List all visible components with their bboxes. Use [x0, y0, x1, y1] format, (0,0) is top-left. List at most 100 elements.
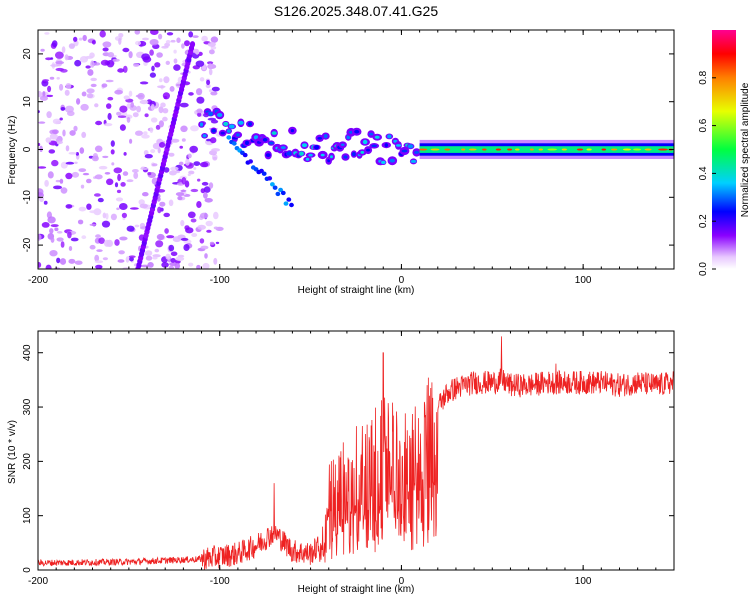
noise-blob — [49, 250, 58, 257]
track-core — [384, 143, 388, 148]
noise-blob — [211, 86, 220, 92]
noise-blob — [144, 154, 153, 159]
noise-blob — [209, 49, 215, 55]
noise-blob — [106, 103, 112, 109]
noise-blob — [165, 40, 171, 44]
noise-blob — [86, 93, 94, 99]
track-core — [238, 120, 244, 125]
noise-blob — [41, 222, 50, 228]
noise-blob — [44, 179, 49, 187]
noise-blob — [157, 85, 166, 89]
noise-blob — [159, 142, 166, 148]
track-core — [299, 151, 304, 156]
noise-blob — [110, 149, 115, 155]
band-peak — [461, 148, 466, 151]
noise-blob — [53, 185, 62, 190]
noise-blob — [65, 204, 73, 209]
noise-blob — [114, 182, 119, 188]
band-peak — [507, 148, 513, 151]
noise-blob — [99, 30, 106, 38]
noise-blob — [50, 224, 59, 228]
spectrogram-marks — [38, 30, 674, 269]
noise-blob — [129, 138, 133, 144]
noise-blob — [199, 161, 209, 168]
noise-blob — [162, 108, 169, 114]
noise-blob — [208, 89, 213, 93]
noise-blob — [38, 121, 46, 124]
noise-blob — [165, 253, 171, 260]
noise-blob — [207, 61, 214, 65]
track-core — [374, 135, 380, 139]
track-core — [354, 129, 360, 134]
noise-blob — [144, 113, 149, 118]
noise-blob — [193, 167, 197, 170]
noise-blob — [183, 244, 190, 251]
noise-blob — [213, 211, 219, 220]
noise-blob — [101, 220, 111, 228]
noise-blob — [185, 158, 190, 166]
noise-blob — [139, 203, 148, 209]
noise-blob — [95, 120, 103, 126]
noise-blob — [181, 138, 186, 142]
track-core — [290, 129, 294, 133]
noise-blob — [60, 187, 68, 194]
noise-blob — [149, 49, 154, 56]
noise-blob — [143, 150, 149, 156]
spectrogram-xtick-label: -200 — [28, 275, 48, 286]
track-core — [371, 144, 378, 148]
track-core — [248, 122, 252, 126]
noise-blob — [123, 65, 128, 73]
noise-blob — [47, 85, 52, 93]
track-core — [317, 137, 323, 140]
track-core — [414, 150, 420, 154]
noise-blob — [42, 79, 50, 82]
noise-blob — [154, 62, 161, 68]
noise-blob — [60, 107, 66, 111]
noise-blob — [90, 60, 95, 68]
noise-blob — [68, 152, 77, 155]
track-core — [305, 157, 310, 161]
track-core — [362, 139, 368, 145]
noise-blob — [77, 219, 84, 225]
snr-axes: -200 -100 0 100 0 100 200 300 400 — [22, 331, 675, 587]
noise-blob — [149, 72, 156, 78]
band-peak — [515, 148, 520, 151]
noise-blob — [147, 262, 154, 268]
noise-blob — [45, 137, 52, 143]
noise-blob — [90, 83, 97, 88]
noise-blob — [86, 203, 92, 210]
noise-blob — [201, 181, 209, 186]
noise-blob — [173, 49, 177, 54]
noise-blob — [150, 104, 155, 111]
colorbar-gradient — [712, 30, 736, 269]
noise-blob — [173, 64, 181, 71]
noise-blob — [71, 171, 80, 178]
track-core — [271, 131, 277, 135]
noise-blob — [144, 250, 153, 256]
noise-blob — [128, 255, 136, 258]
noise-blob — [82, 172, 90, 176]
noise-blob — [192, 48, 199, 54]
noise-blob — [201, 35, 208, 42]
noise-blob — [206, 79, 211, 86]
noise-blob — [213, 257, 218, 265]
noise-blob — [103, 123, 113, 127]
noise-blob — [52, 129, 59, 135]
noise-blob — [117, 115, 127, 118]
noise-blob — [73, 36, 78, 42]
snr-xtick-label: -200 — [28, 576, 48, 587]
noise-blob — [49, 228, 54, 234]
noise-blob — [116, 207, 120, 211]
noise-blob — [122, 47, 130, 53]
noise-blob — [119, 124, 126, 131]
noise-blob — [140, 167, 149, 170]
noise-blob — [67, 231, 72, 239]
noise-blob — [46, 111, 52, 119]
noise-blob — [211, 148, 221, 152]
noise-blob — [156, 233, 165, 241]
noise-blob — [55, 179, 61, 183]
noise-blob — [210, 119, 219, 124]
noise-blob — [65, 83, 72, 89]
